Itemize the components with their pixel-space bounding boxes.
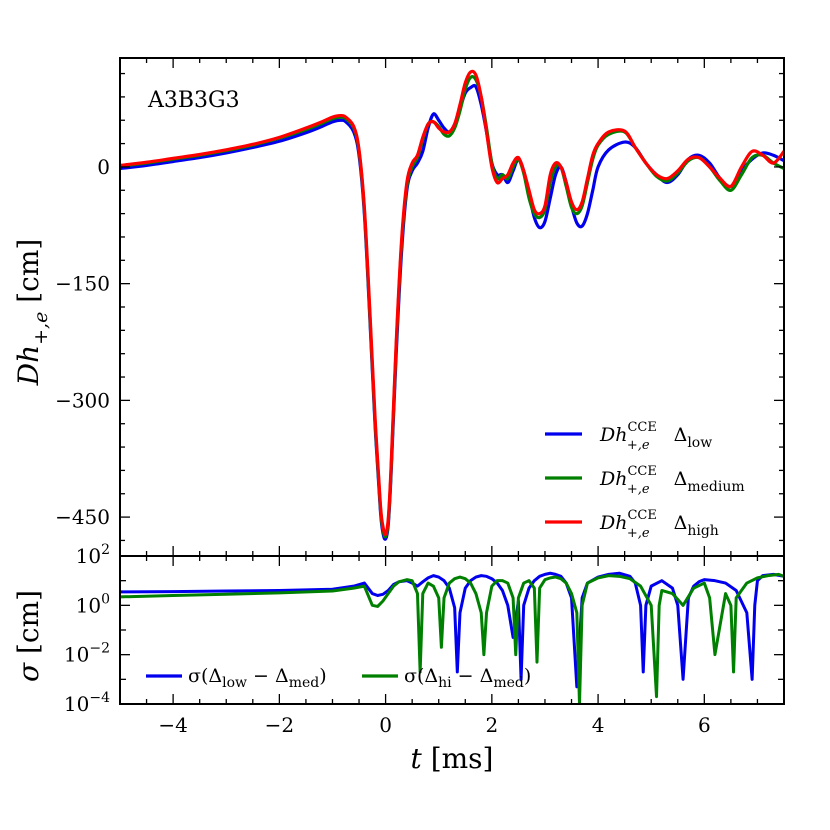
top-series-line-3 [120, 69, 784, 537]
top-y-axis-label: Dh+,e [cm] [12, 239, 52, 387]
bottom-series-line-2 [120, 572, 784, 704]
top-panel: 0 −150 −300 −450 A3B3G3 Dh+,e [cm] DhCCE +,e… [12, 57, 785, 557]
bottom-y-tick-label: 10−4 [64, 690, 110, 716]
bottom-ticks: −4 −2 0 2 4 6 102 100 10−2 10−4 [64, 542, 785, 737]
x-tick-label: 6 [698, 713, 711, 737]
x-axis-label: t [ms] [411, 742, 494, 775]
bottom-panel: −4 −2 0 2 4 6 102 100 10−2 10−4 σ [cm] t [ms] σ(Δ… [12, 542, 785, 775]
bottom-y-tick-label: 100 [76, 591, 110, 617]
top-y-tick-label: 0 [97, 155, 110, 179]
top-legend-label: DhCCE +,e Δmedium [599, 464, 745, 497]
top-y-tick-label: −150 [55, 272, 110, 296]
top-legend-label: DhCCE +,e Δlow [599, 420, 712, 453]
x-tick-label: −2 [265, 713, 294, 737]
x-tick-label: 4 [592, 713, 605, 737]
top-y-tick-label: −450 [55, 505, 110, 529]
bottom-axes-frame [119, 555, 785, 705]
top-curves [120, 69, 784, 541]
panel-title: A3B3G3 [147, 88, 240, 113]
top-y-tick-label: −300 [55, 388, 110, 412]
x-tick-label: −4 [158, 713, 187, 737]
bottom-legend: σ(Δlow − Δmed) σ(Δhi − Δmed) [146, 665, 531, 691]
bottom-legend-label: σ(Δlow − Δmed) [188, 665, 327, 691]
top-legend: DhCCE +,e Δlow DhCCE +,e Δmedium DhCCE +,e Δhigh [545, 420, 745, 541]
x-tick-label: 2 [485, 713, 498, 737]
top-legend-label: DhCCE +,e Δhigh [599, 508, 719, 541]
top-ticks: 0 −150 −300 −450 [55, 58, 785, 556]
bottom-legend-label: σ(Δhi − Δmed) [404, 665, 531, 691]
bottom-y-tick-label: 10−2 [64, 641, 110, 667]
bottom-y-tick-label: 102 [76, 542, 110, 568]
bottom-curves [120, 571, 784, 704]
x-tick-label: 0 [379, 713, 392, 737]
bottom-y-axis-label: σ [cm] [12, 590, 45, 682]
